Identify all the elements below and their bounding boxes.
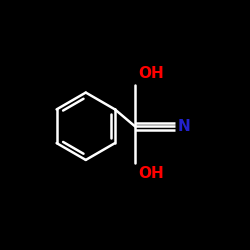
Text: N: N bbox=[177, 119, 190, 134]
Text: OH: OH bbox=[139, 166, 164, 181]
Text: OH: OH bbox=[139, 66, 164, 81]
